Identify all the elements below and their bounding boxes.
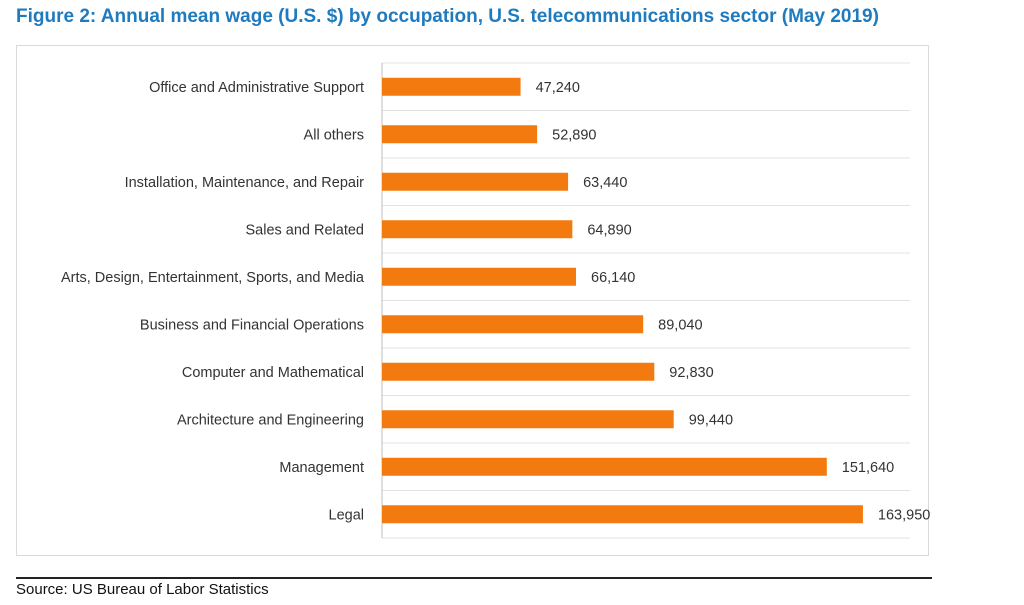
bar: [382, 457, 827, 476]
value-label: 99,440: [689, 412, 733, 428]
value-label: 151,640: [842, 460, 894, 476]
category-label: Architecture and Engineering: [177, 412, 364, 428]
footer-rule: [16, 577, 932, 579]
value-label: 63,440: [583, 175, 627, 191]
category-label: Arts, Design, Entertainment, Sports, and…: [61, 270, 365, 286]
bar-chart: Office and Administrative Support All oth…: [61, 62, 930, 539]
category-label: Computer and Mathematical: [182, 365, 364, 381]
value-labels: 47,240 52,890 63,440 64,890 66,140 89,040 92,8…: [536, 80, 930, 524]
bar: [382, 77, 521, 96]
bar: [382, 267, 577, 286]
category-label: Installation, Maintenance, and Repair: [125, 175, 365, 191]
bar: [382, 362, 655, 381]
value-label: 89,040: [658, 317, 702, 333]
value-label: 66,140: [591, 270, 635, 286]
category-labels: Office and Administrative Support All oth…: [61, 80, 365, 524]
bar: [382, 125, 538, 144]
bar: [382, 315, 644, 334]
bar: [382, 410, 674, 429]
category-label: Business and Financial Operations: [140, 317, 364, 333]
chart-title: Figure 2: Annual mean wage (U.S. $) by o…: [16, 6, 879, 27]
category-label: All others: [304, 127, 364, 143]
value-label: 92,830: [669, 365, 713, 381]
bars: [382, 77, 863, 524]
category-label: Management: [279, 460, 364, 476]
value-label: 47,240: [536, 80, 580, 96]
category-label: Sales and Related: [246, 222, 365, 238]
source-note: Source: US Bureau of Labor Statistics: [16, 581, 269, 598]
value-label: 52,890: [552, 127, 596, 143]
category-label: Legal: [329, 507, 364, 523]
bar: [382, 220, 573, 239]
category-label: Office and Administrative Support: [149, 80, 364, 96]
value-label: 64,890: [587, 222, 631, 238]
bar: [382, 505, 863, 524]
value-label: 163,950: [878, 507, 930, 523]
chart-area: Office and Administrative Support All oth…: [16, 45, 930, 556]
bar: [382, 172, 569, 191]
